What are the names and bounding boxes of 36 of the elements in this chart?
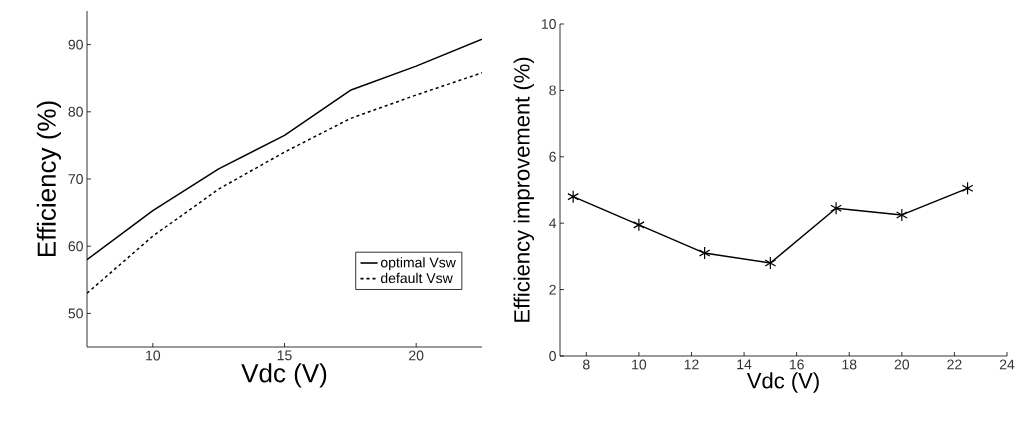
x-tick-label: 22 bbox=[947, 359, 962, 370]
y-tick-label: 8 bbox=[549, 85, 556, 96]
point bbox=[764, 256, 777, 270]
x-tick-label: 8 bbox=[583, 359, 590, 370]
x-tick-label: 20 bbox=[409, 350, 424, 361]
y-tick-label: 60 bbox=[68, 241, 83, 252]
x-tick-label: 10 bbox=[632, 359, 647, 370]
point bbox=[961, 181, 974, 195]
y-tick-label: 50 bbox=[68, 308, 83, 319]
x-tick-label: 18 bbox=[842, 359, 857, 370]
x-tick-label: 12 bbox=[684, 359, 699, 370]
x-tick-label: 15 bbox=[277, 350, 292, 361]
y-tick-label: 0 bbox=[549, 351, 556, 361]
point bbox=[698, 246, 711, 260]
point bbox=[633, 218, 645, 232]
y-tick-label: 80 bbox=[68, 106, 83, 117]
y-tick-label: 10 bbox=[541, 19, 556, 29]
y-axis-title: Efficiency improvement (%) bbox=[513, 57, 535, 322]
y-axis-title: Efficiency (%) bbox=[36, 101, 62, 257]
point bbox=[567, 190, 579, 204]
legend-label: optimal Vsw bbox=[380, 257, 456, 271]
x-tick-label: 20 bbox=[894, 359, 910, 370]
y-tick-label: 4 bbox=[549, 218, 557, 229]
y-tick-label: 6 bbox=[549, 151, 556, 162]
y-tick-label: 90 bbox=[68, 39, 83, 50]
y-tick-label: 2 bbox=[549, 284, 556, 295]
x-tick-label: 14 bbox=[737, 359, 752, 370]
x-tick-label: 10 bbox=[146, 350, 161, 361]
x-axis-title: Vdc (V) bbox=[746, 372, 819, 393]
point bbox=[896, 208, 908, 222]
x-axis-title: Vdc (V) bbox=[241, 363, 327, 388]
y-tick-label: 70 bbox=[68, 174, 83, 184]
legend-label: default Vsw bbox=[380, 272, 453, 284]
x-tick-label: 16 bbox=[789, 359, 804, 370]
x-tick-label: 24 bbox=[999, 359, 1015, 370]
point bbox=[830, 201, 842, 215]
